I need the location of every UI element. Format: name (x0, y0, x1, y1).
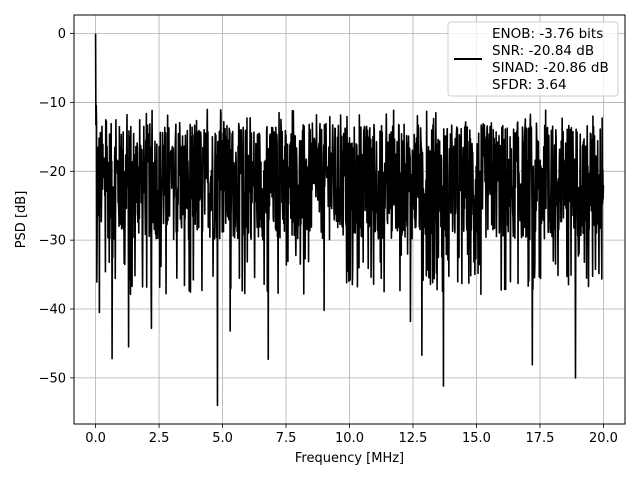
y-axis-label: PSD [dB] (14, 191, 29, 249)
x-tick-label: 20.0 (589, 431, 618, 446)
x-tick-label: 0.0 (85, 431, 106, 446)
legend-entry-snr: SNR: -20.84 dB (492, 43, 594, 59)
x-axis-label: Frequency [MHz] (295, 451, 404, 466)
y-tick-label: 0 (58, 27, 66, 42)
x-tick-label: 17.5 (525, 431, 554, 446)
x-tick-label: 15.0 (462, 431, 491, 446)
ticks: 0.0 2.5 5.0 7.5 10.0 12.5 15.0 17.5 20.0 0 −10 −20 −… (39, 27, 618, 446)
psd-series-line (94, 33, 605, 407)
x-tick-label: 7.5 (276, 431, 297, 446)
y-tick-label: −10 (39, 96, 66, 111)
legend: ENOB: -3.76 bits SNR: -20.84 dB SINAD: -… (447, 21, 619, 97)
legend-box (447, 21, 619, 97)
legend-entry-sfdr: SFDR: 3.64 (492, 77, 567, 93)
y-tick-label: −50 (39, 371, 66, 386)
legend-entry-enob: ENOB: -3.76 bits (492, 26, 603, 42)
y-tick-label: −40 (39, 303, 66, 318)
x-tick-label: 2.5 (149, 431, 170, 446)
legend-entry-sinad: SINAD: -20.86 dB (492, 60, 609, 76)
plot-area (94, 33, 605, 407)
x-tick-label: 5.0 (212, 431, 233, 446)
y-tick-label: −30 (39, 234, 66, 249)
y-tick-label: −20 (39, 165, 66, 180)
x-tick-label: 10.0 (335, 431, 364, 446)
x-tick-label: 12.5 (399, 431, 428, 446)
